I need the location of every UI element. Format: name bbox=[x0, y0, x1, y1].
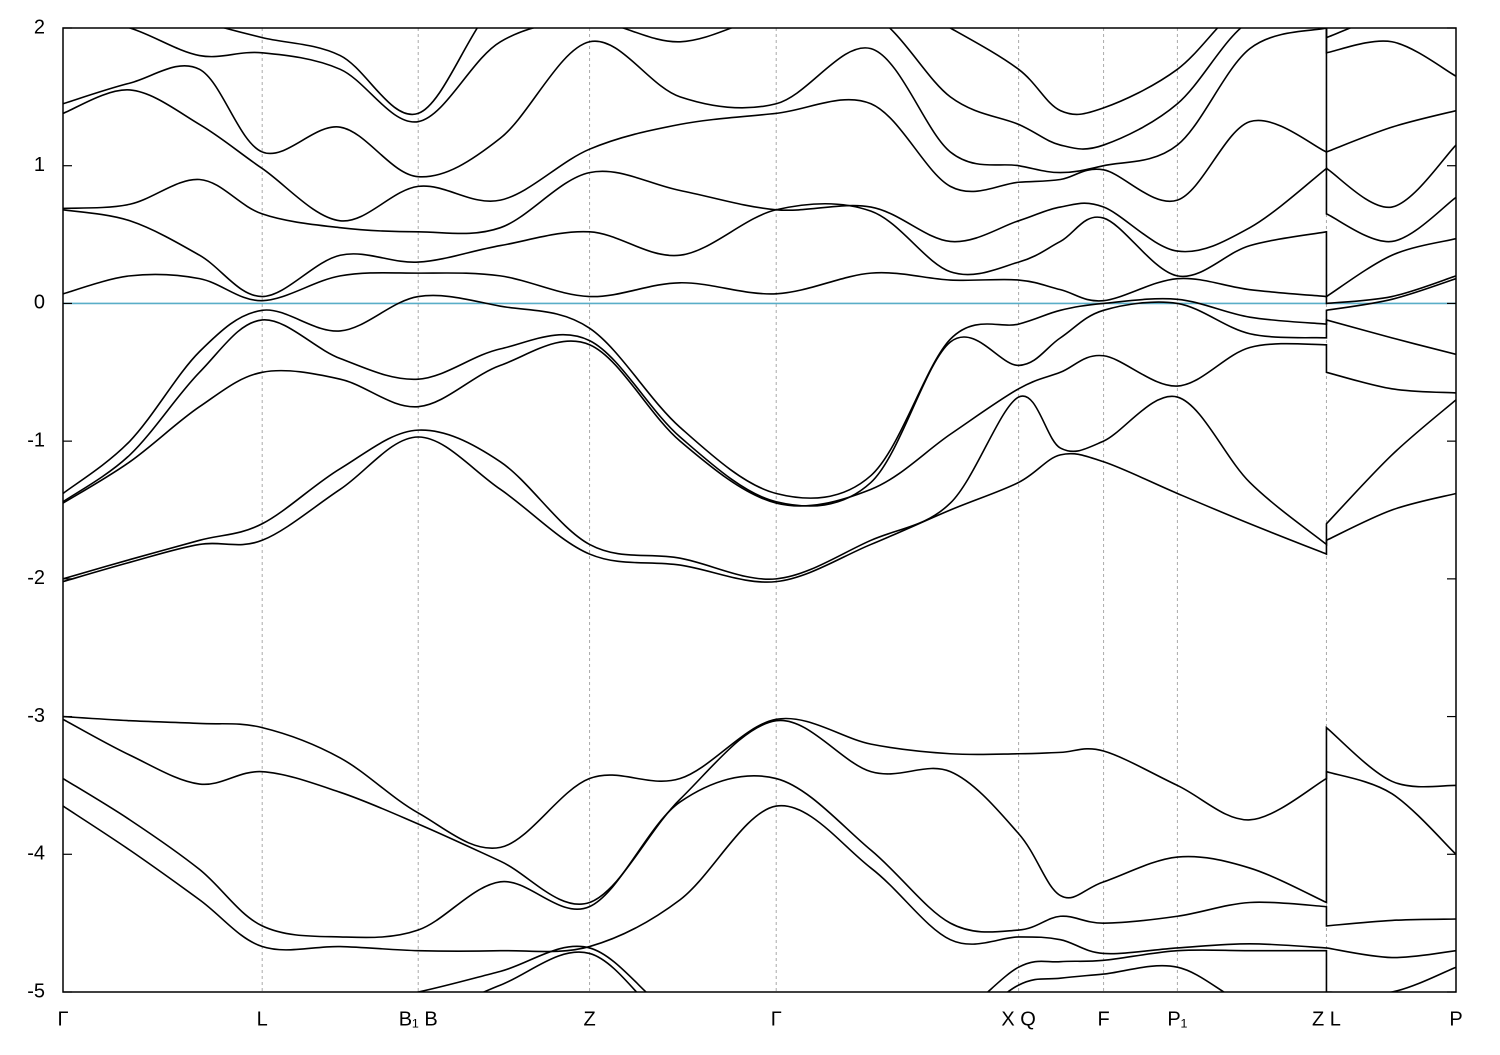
y-tick-label: 2 bbox=[34, 16, 45, 38]
band-line bbox=[63, 436, 1456, 583]
x-tick-label: Γ bbox=[771, 1008, 782, 1030]
x-tick-label: Γ bbox=[57, 1008, 68, 1030]
x-tick-label: B₁ B bbox=[399, 1008, 438, 1030]
band-line bbox=[481, 951, 1456, 992]
band-line bbox=[63, 166, 1456, 253]
band-line bbox=[63, 804, 1456, 959]
y-tick-label: -3 bbox=[27, 705, 45, 727]
band-line bbox=[63, 340, 1456, 507]
x-tick-label: P bbox=[1449, 1008, 1462, 1030]
y-tick-label: -5 bbox=[27, 980, 45, 1002]
y-tick-label: 0 bbox=[34, 292, 45, 314]
plot-frame bbox=[62, 27, 1457, 993]
band-line bbox=[63, 203, 1456, 298]
y-tick-label: -4 bbox=[27, 843, 45, 865]
x-tick-label: X Q bbox=[1001, 1008, 1035, 1030]
band-line bbox=[63, 271, 1456, 305]
band-line bbox=[63, 301, 1456, 507]
x-tick-label: P₁ bbox=[1167, 1008, 1187, 1030]
y-tick-label: 1 bbox=[34, 154, 45, 176]
y-tick-label: -2 bbox=[27, 567, 45, 589]
x-tick-label: L bbox=[257, 1008, 268, 1030]
band-line bbox=[63, 718, 1456, 905]
band-line bbox=[63, 395, 1456, 580]
band-line bbox=[63, 775, 1456, 939]
axes: 2 1 0 -1 -2 -3 -4 -5 Γ L B₁ B Z Γ X Q F P₁ Z L P bbox=[27, 16, 1462, 1030]
band-line bbox=[63, 277, 1456, 499]
band-line bbox=[63, 28, 1456, 178]
x-tick-label: F bbox=[1097, 1008, 1109, 1030]
y-tick-label: -1 bbox=[27, 429, 45, 451]
grid bbox=[62, 28, 1457, 992]
band-line bbox=[126, 28, 1456, 150]
bands bbox=[63, 28, 1456, 992]
x-tick-label: Z L bbox=[1312, 1008, 1341, 1030]
x-tick-label: Z bbox=[583, 1008, 595, 1030]
band-line bbox=[63, 89, 1456, 222]
band-line bbox=[63, 715, 1456, 850]
band-line bbox=[221, 28, 1353, 116]
band-line bbox=[414, 945, 1456, 992]
